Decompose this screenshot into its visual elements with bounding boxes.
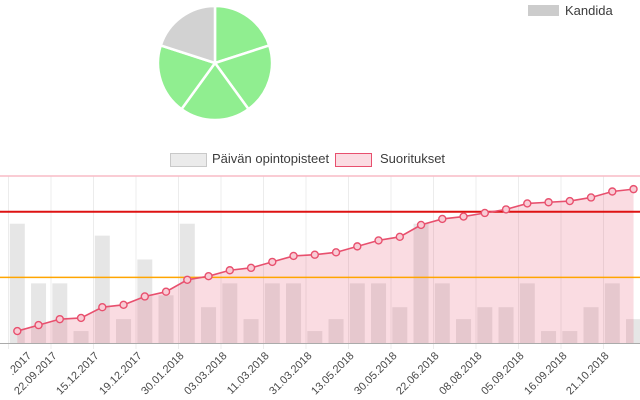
daily-credits-bar[interactable] [264, 283, 280, 343]
daily-credits-bar[interactable] [604, 283, 620, 343]
credits-combo-chart [0, 175, 640, 349]
pie-slice-2[interactable] [213, 44, 274, 111]
line-marker[interactable] [183, 275, 192, 284]
line-legend-label[interactable]: Suoritukset [380, 151, 446, 166]
line-marker[interactable] [55, 314, 64, 324]
daily-credits-bar[interactable] [413, 223, 429, 343]
line-marker[interactable] [13, 326, 22, 336]
daily-credits-bar[interactable] [73, 331, 89, 343]
x-axis-label: 08.08.2018 [437, 350, 485, 398]
line-marker[interactable] [438, 214, 447, 224]
daily-credits-bar[interactable] [562, 331, 578, 343]
line-marker[interactable] [353, 242, 362, 251]
daily-credits-bar[interactable] [349, 283, 365, 343]
line-marker[interactable] [395, 232, 404, 242]
daily-credits-bar[interactable] [286, 283, 302, 343]
line-marker[interactable] [565, 196, 574, 206]
line-marker[interactable] [331, 248, 341, 257]
daily-credits-bar[interactable] [392, 307, 408, 343]
pie-slice-3[interactable] [180, 61, 250, 122]
pie-legend-swatch [528, 4, 559, 16]
daily-credits-bar[interactable] [434, 283, 450, 343]
daily-credits-bar[interactable] [222, 283, 238, 343]
x-axis-label: 31.03.2018 [267, 350, 315, 398]
x-axis-label: 13.05.2018 [309, 350, 357, 398]
daily-credits-bar[interactable] [31, 283, 47, 343]
daily-credits-bar[interactable] [52, 283, 68, 343]
line-marker[interactable] [629, 184, 638, 194]
daily-credits-bar[interactable] [498, 307, 514, 343]
pie-slice-4[interactable] [156, 44, 217, 111]
line-marker[interactable] [501, 205, 511, 214]
x-axis-label: 19.12.2017 [97, 350, 145, 398]
daily-credits-bar[interactable] [328, 319, 344, 343]
daily-credits-bar[interactable] [116, 319, 132, 343]
daily-credits-bar[interactable] [307, 331, 323, 343]
daily-credits-bar[interactable] [477, 307, 493, 343]
daily-credits-bar[interactable] [137, 259, 153, 344]
line-marker[interactable] [119, 300, 128, 310]
daily-credits-bar[interactable] [626, 319, 640, 343]
line-marker[interactable] [586, 193, 596, 202]
line-marker[interactable] [310, 250, 319, 259]
line-marker[interactable] [608, 187, 617, 196]
line-marker[interactable] [459, 212, 468, 221]
pie-slice-5[interactable] [159, 4, 217, 65]
line-marker[interactable] [34, 320, 43, 330]
line-marker[interactable] [246, 263, 256, 273]
pie-legend[interactable]: Kandida [528, 2, 613, 18]
daily-credits-bar[interactable] [583, 307, 599, 343]
daily-credits-bar[interactable] [94, 235, 110, 343]
daily-credits-bar[interactable] [9, 223, 25, 343]
cumulative-credits-area [17, 189, 634, 343]
daily-credits-bar[interactable] [158, 295, 174, 343]
line-marker[interactable] [480, 208, 489, 218]
bars-legend-swatch[interactable] [170, 153, 207, 167]
daily-credits-bar[interactable] [371, 283, 387, 343]
line-marker[interactable] [544, 198, 553, 207]
x-axis-label: 15.12.2017 [54, 350, 102, 398]
line-marker[interactable] [161, 287, 171, 296]
x-axis-label: 03.03.2018 [182, 350, 230, 398]
daily-credits-bar[interactable] [519, 283, 535, 343]
x-axis-label: 21.10.2018 [564, 350, 612, 398]
daily-credits-bar[interactable] [243, 319, 259, 343]
x-axis-label: 30.01.2018 [139, 350, 187, 398]
daily-credits-bar[interactable] [201, 307, 217, 343]
line-marker[interactable] [289, 251, 298, 261]
degree-progress-pie-chart [156, 4, 274, 122]
line-marker[interactable] [416, 220, 426, 230]
line-marker[interactable] [523, 199, 532, 208]
daily-credits-bar[interactable] [541, 331, 557, 343]
x-axis-label: 05.09.2018 [479, 350, 527, 398]
line-marker[interactable] [268, 257, 277, 267]
line-legend-swatch[interactable] [335, 153, 372, 167]
pie-legend-label: Kandida [565, 2, 613, 18]
daily-credits-bar[interactable] [456, 319, 472, 343]
x-axis-label: 30.05.2018 [352, 350, 400, 398]
line-marker[interactable] [98, 303, 107, 312]
line-marker[interactable] [204, 272, 213, 281]
line-marker[interactable] [374, 236, 383, 245]
line-marker[interactable] [76, 313, 86, 323]
line-marker[interactable] [140, 292, 150, 301]
x-axis-label: 16.09.2018 [522, 350, 570, 398]
x-axis-label: 22.06.2018 [394, 350, 442, 398]
x-axis-label: 11.03.2018 [225, 350, 272, 397]
line-marker[interactable] [225, 266, 235, 275]
bars-legend-label[interactable]: Päivän opintopisteet [212, 151, 330, 166]
